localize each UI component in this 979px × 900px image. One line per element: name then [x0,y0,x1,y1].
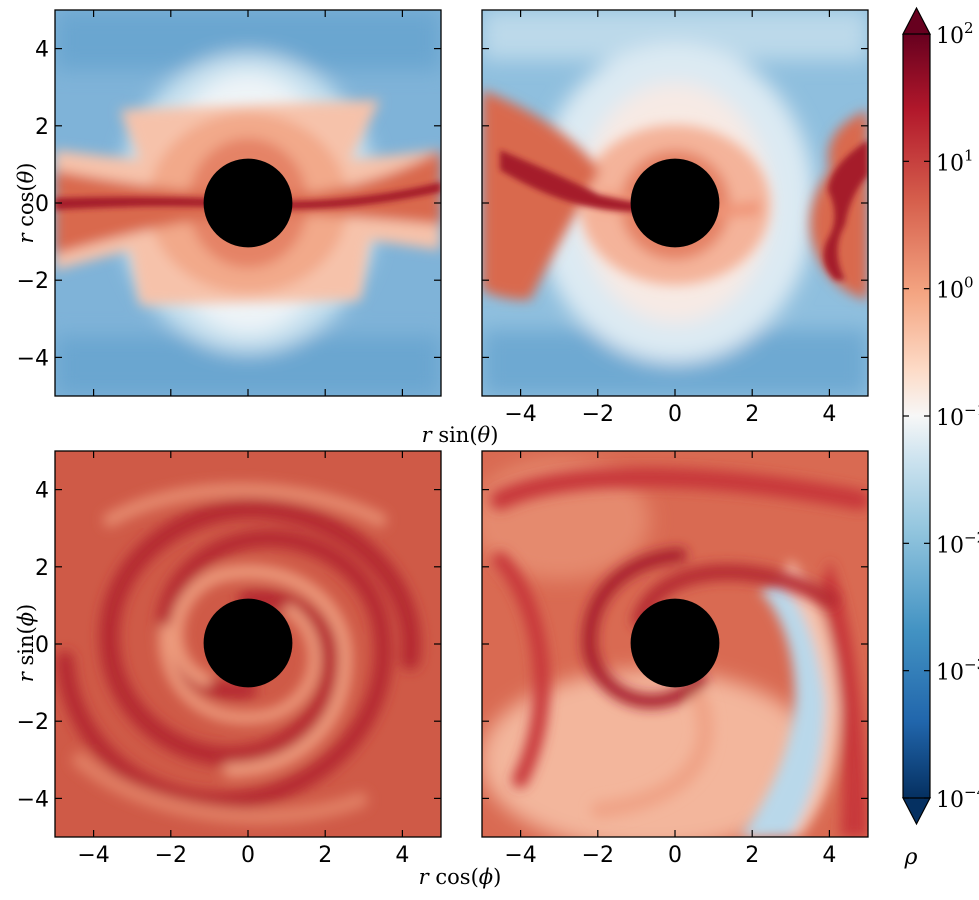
colorbar-extend-min [902,797,931,826]
black-hole-top-right [630,158,720,248]
colorbar: 102 101 100 10−1 10−2 10−3 10−4 ρ [902,6,979,870]
xtick-label-bottom-right: −2 [582,843,614,868]
xtick-label-bottom-left: 0 [241,843,255,868]
ytick-label-top-left: −2 [17,269,49,294]
xtick-label-top-right: 2 [745,402,759,427]
ytick-label-top-left: −4 [17,346,49,371]
ytick-label-bottom-left: 0 [35,633,49,658]
xlabel-bottom: r cos(ϕ) [419,865,502,889]
colorbar-tick-label: 100 [936,274,974,304]
xtick-label-bottom-left: 4 [395,843,409,868]
colorbar-ticks: 102 101 100 10−1 10−2 10−3 10−4 [903,19,979,813]
colorbar-tick-label: 10−2 [936,528,979,558]
black-hole-bottom-right [630,598,720,688]
density-map-top-right [482,10,868,396]
colorbar-label: ρ [904,845,918,870]
colorbar-tick-label: 101 [936,146,974,176]
colorbar-tick-label: 102 [936,19,974,49]
xtick-label-bottom-left: −2 [155,843,187,868]
panel-top-left [54,9,442,397]
panel-bottom-left [54,450,442,838]
ytick-label-top-left: 2 [35,115,49,140]
axes-layer: 4 2 0 −2 −4 −4 −2 0 2 4 −4 −2 0 2 4 4 2 0 −2 −4 −4 −2 0 2 4 [17,10,868,868]
xtick-label-top-right: 4 [822,402,836,427]
xtick-label-bottom-right: 4 [822,843,836,868]
black-hole-top-left [203,158,293,248]
ytick-label-top-left: 4 [35,38,49,63]
xtick-label-bottom-right: −4 [504,843,536,868]
colorbar-tick-label: 10−3 [936,656,979,686]
xlabel-top: r sin(θ) [422,423,499,447]
density-map-bottom-left [55,451,441,837]
black-hole-bottom-left [203,598,293,688]
ytick-label-bottom-left: 4 [35,479,49,504]
density-map-bottom-right [482,451,868,837]
colorbar-extend-max [902,6,931,35]
colorbar-tick-label: 10−4 [936,783,979,813]
xtick-label-bottom-left: −4 [77,843,109,868]
xtick-label-bottom-right: 0 [668,843,682,868]
colorbar-tick-label: 10−1 [936,401,979,431]
density-map-top-left [55,10,441,396]
xtick-label-top-right: −4 [504,402,536,427]
xtick-label-bottom-right: 2 [745,843,759,868]
ytick-label-bottom-left: −2 [17,710,49,735]
ytick-label-bottom-left: −4 [17,787,49,812]
ylabel-bottom-left: r sin(ϕ) [14,604,38,682]
ytick-label-top-left: 0 [35,192,49,217]
panel-bottom-right [481,450,869,838]
xtick-label-bottom-left: 2 [318,843,332,868]
xtick-label-top-right: −2 [582,402,614,427]
xtick-label-top-right: 0 [668,402,682,427]
ylabel-top-left: r cos(θ) [14,163,38,244]
ytick-label-bottom-left: 2 [35,556,49,581]
panel-top-right [481,9,869,397]
